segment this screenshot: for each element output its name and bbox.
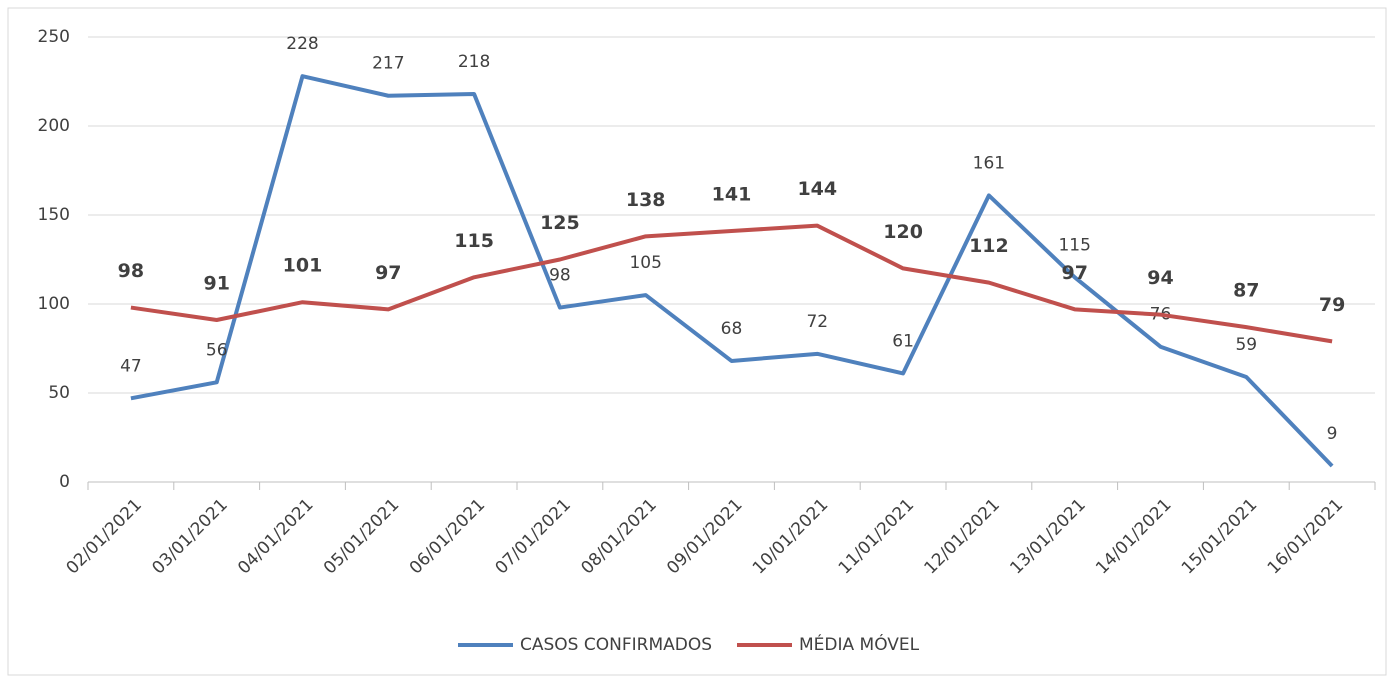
data-label: 47 — [120, 356, 142, 376]
data-label: 61 — [892, 331, 914, 351]
y-tick-label: 0 — [59, 472, 70, 492]
data-label: 79 — [1319, 294, 1345, 316]
data-label: 144 — [797, 178, 837, 200]
legend-label: CASOS CONFIRMADOS — [520, 635, 712, 655]
data-label: 228 — [286, 34, 318, 54]
data-label: 87 — [1233, 280, 1259, 302]
data-label: 72 — [806, 312, 828, 332]
data-label: 217 — [372, 54, 404, 74]
data-label: 141 — [712, 184, 752, 206]
data-label: 98 — [118, 260, 144, 282]
data-label: 94 — [1147, 267, 1173, 289]
data-label: 59 — [1235, 335, 1257, 355]
line-series — [130, 74, 1334, 468]
data-label: 125 — [540, 212, 580, 234]
data-label: 115 — [454, 230, 494, 252]
y-tick-label: 50 — [48, 383, 70, 403]
data-label: 97 — [1061, 262, 1087, 284]
y-tick-label: 100 — [38, 294, 70, 314]
data-label: 105 — [629, 253, 661, 273]
data-label: 98 — [549, 266, 571, 286]
data-label: 68 — [721, 319, 743, 339]
data-label: 56 — [206, 340, 228, 360]
line-series — [130, 223, 1333, 344]
data-label: 101 — [283, 255, 323, 277]
data-label: 112 — [969, 235, 1009, 257]
data-label: 91 — [203, 273, 229, 295]
y-tick-label: 150 — [38, 205, 70, 225]
data-label: 161 — [973, 153, 1005, 173]
legend-label: MÉDIA MÓVEL — [799, 633, 920, 655]
data-label: 138 — [626, 189, 666, 211]
y-tick-label: 250 — [38, 27, 70, 47]
data-label: 115 — [1058, 235, 1090, 255]
data-label: 97 — [375, 262, 401, 284]
data-label: 218 — [458, 52, 490, 72]
y-tick-label: 200 — [38, 116, 70, 136]
data-label: 120 — [883, 221, 923, 243]
data-label: 9 — [1327, 424, 1338, 444]
